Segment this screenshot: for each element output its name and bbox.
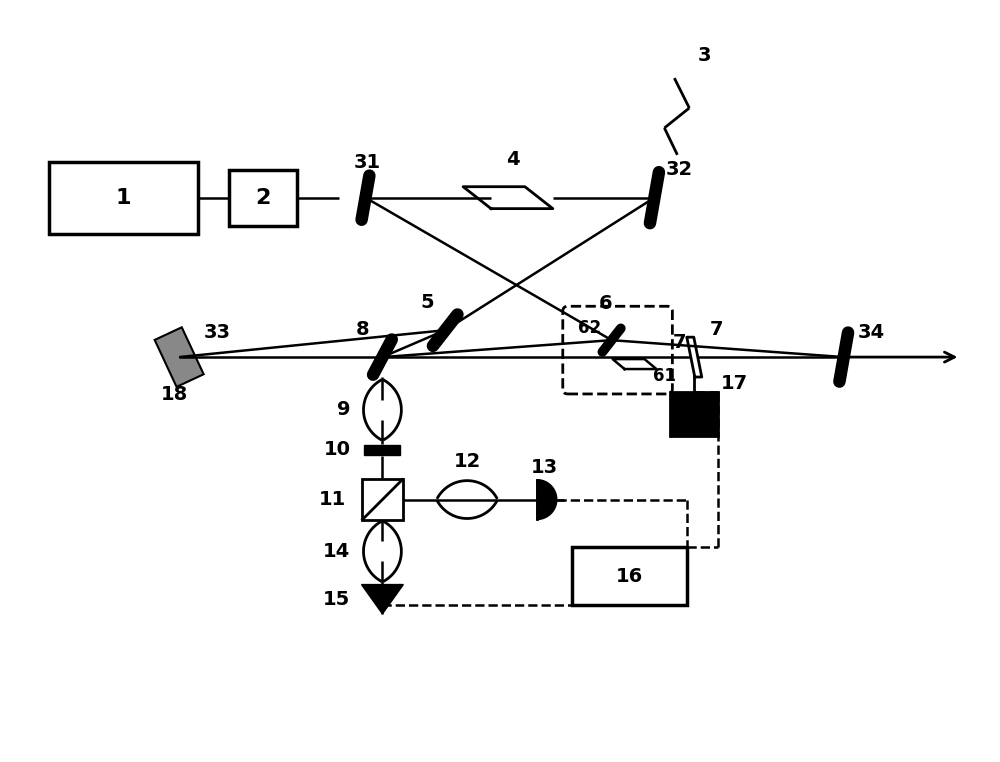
Text: 17: 17 [721, 374, 748, 393]
Text: 14: 14 [323, 542, 351, 561]
Text: 33: 33 [204, 322, 231, 341]
Polygon shape [362, 584, 403, 614]
Bar [49, 162, 198, 233]
Text: 7: 7 [709, 320, 723, 338]
Bar [670, 392, 718, 436]
Text: 34: 34 [858, 322, 885, 341]
Text: 1: 1 [116, 187, 131, 208]
Bar [572, 547, 687, 605]
Bar [364, 445, 400, 455]
Text: 11: 11 [319, 490, 347, 509]
Text: 13: 13 [531, 458, 558, 477]
Text: 8: 8 [356, 320, 369, 338]
Text: 5: 5 [420, 293, 434, 312]
Bar [362, 479, 403, 520]
Text: 15: 15 [323, 590, 351, 609]
Text: 12: 12 [453, 452, 481, 471]
Text: 9: 9 [337, 400, 351, 419]
Text: 6: 6 [599, 294, 612, 312]
Polygon shape [537, 479, 557, 520]
Text: 16: 16 [616, 567, 643, 586]
Polygon shape [155, 328, 204, 387]
Text: 10: 10 [324, 440, 351, 459]
Text: 2: 2 [255, 187, 271, 208]
Text: 4: 4 [506, 150, 520, 169]
Text: 7: 7 [673, 333, 686, 351]
Text: 3: 3 [698, 46, 711, 65]
Text: 61: 61 [653, 367, 676, 385]
Text: 62: 62 [578, 319, 601, 338]
Bar [229, 170, 297, 226]
Text: 18: 18 [161, 386, 188, 405]
Text: 31: 31 [354, 153, 381, 172]
Text: 32: 32 [666, 160, 693, 179]
